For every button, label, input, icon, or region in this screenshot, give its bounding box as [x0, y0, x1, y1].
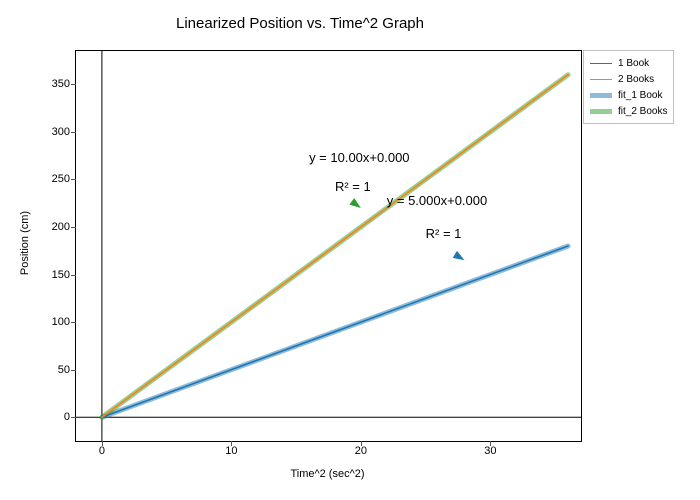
series-line [102, 246, 568, 417]
y-tick-label: 200 [52, 221, 70, 233]
legend-swatch [590, 109, 612, 114]
chart-canvas [76, 51, 581, 441]
legend-swatch [590, 79, 612, 80]
annotation-text: R² = 1 [335, 179, 371, 194]
legend-label: 1 Book [618, 58, 649, 69]
y-tick [71, 417, 76, 418]
y-tick [71, 275, 76, 276]
y-tick [71, 84, 76, 85]
annotation-text: y = 5.000x+0.000 [387, 193, 487, 208]
y-tick [71, 132, 76, 133]
y-tick [71, 370, 76, 371]
x-tick-label: 30 [484, 445, 496, 457]
chart-title: Linearized Position vs. Time^2 Graph [0, 15, 600, 32]
y-axis-label: Position (cm) [19, 48, 31, 438]
series-line [102, 75, 568, 417]
x-tick-label: 10 [225, 445, 237, 457]
x-tick-label: 0 [99, 445, 105, 457]
legend: 1 Book 2 Books fit_1 Book fit_2 Books [583, 50, 674, 124]
y-tick [71, 179, 76, 180]
y-tick-label: 100 [52, 316, 70, 328]
legend-label: fit_2 Books [618, 106, 667, 117]
annotation-arrow [453, 251, 465, 260]
y-tick-label: 50 [58, 364, 70, 376]
y-tick-label: 150 [52, 269, 70, 281]
y-tick-label: 0 [64, 411, 70, 423]
annotation-text: y = 10.00x+0.000 [309, 150, 409, 165]
legend-item: fit_2 Books [590, 103, 667, 119]
legend-item: fit_1 Book [590, 87, 667, 103]
legend-label: 2 Books [618, 74, 654, 85]
y-tick-label: 350 [52, 78, 70, 90]
annotation-arrow [349, 198, 361, 208]
y-tick-label: 250 [52, 173, 70, 185]
y-tick [71, 322, 76, 323]
x-tick-label: 20 [355, 445, 367, 457]
legend-label: fit_1 Book [618, 90, 662, 101]
y-tick-label: 300 [52, 126, 70, 138]
plot-area: 0102030050100150200250300350y = 10.00x+0… [75, 50, 582, 442]
legend-item: 2 Books [590, 71, 667, 87]
legend-swatch [590, 63, 612, 64]
legend-swatch [590, 93, 612, 98]
x-axis-label: Time^2 (sec^2) [75, 468, 580, 480]
legend-item: 1 Book [590, 55, 667, 71]
annotation-text: R² = 1 [426, 226, 462, 241]
y-tick [71, 227, 76, 228]
